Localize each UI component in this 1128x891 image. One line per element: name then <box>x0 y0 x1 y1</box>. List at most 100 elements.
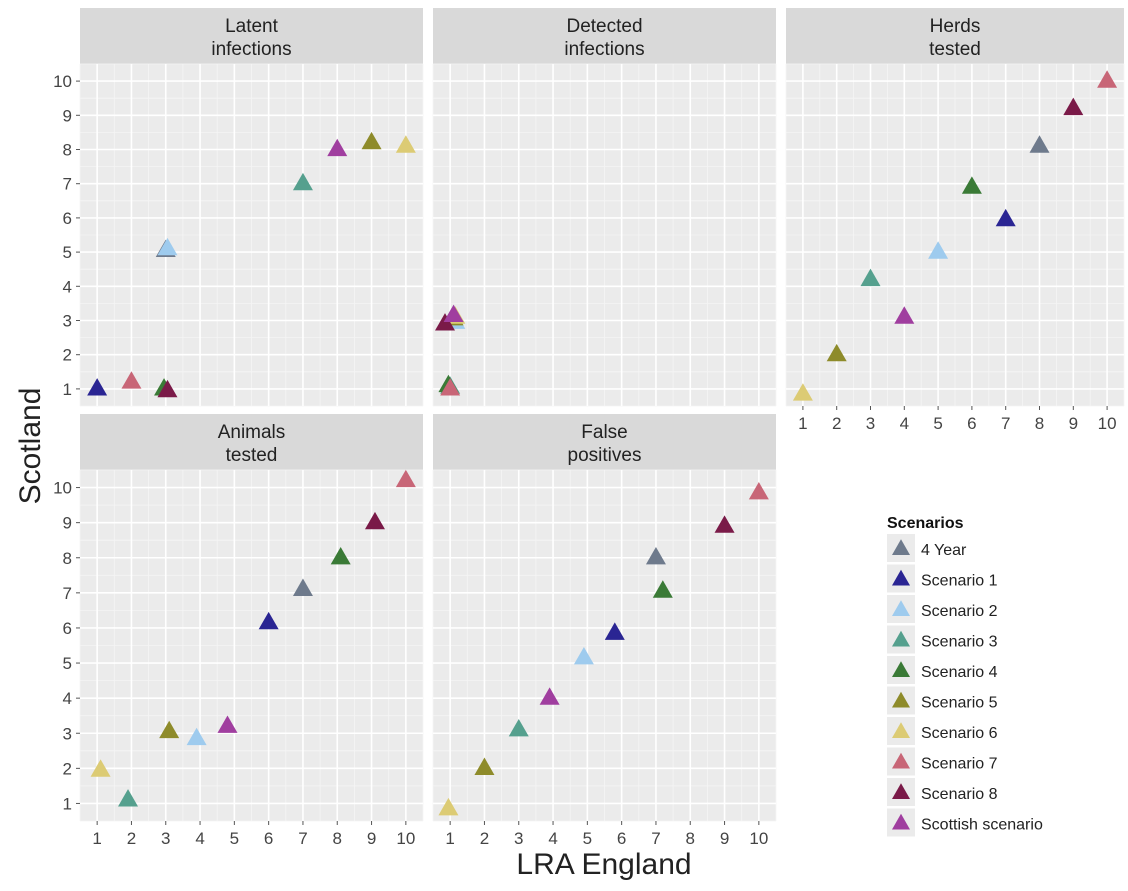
legend-marker-icon <box>892 752 910 769</box>
data-point-scenario-8 <box>1063 97 1084 116</box>
y-tick-label: 8 <box>63 549 72 568</box>
x-tick-label: 2 <box>127 829 136 848</box>
panel-3: Herds tested 1 2 3 4 5 6 7 8 9 10 <box>785 8 1125 433</box>
x-tick-label: 5 <box>933 414 942 433</box>
legend-marker-icon <box>892 691 910 708</box>
y-tick-label: 9 <box>63 106 72 125</box>
data-point-scottish-scenario <box>894 306 915 324</box>
x-tick-label: 3 <box>161 829 170 848</box>
data-point-4-year <box>645 546 666 565</box>
x-tick-label: 1 <box>445 829 454 848</box>
legend-marker-icon <box>892 661 910 677</box>
y-tick-label: 3 <box>63 312 72 331</box>
panels-layer: Latent infections 1 2 3 4 5 6 7 8 9 10 Detected infec… <box>53 8 1125 848</box>
data-point-scenario-3 <box>508 718 529 737</box>
data-point-scottish-scenario <box>539 687 560 705</box>
data-point-scenario-4 <box>330 546 351 565</box>
data-point-scenario-1 <box>87 378 108 396</box>
legend-item: Scenario 1 <box>887 564 998 593</box>
data-point-scenario-8 <box>714 515 735 533</box>
data-point-scenario-3 <box>860 268 881 287</box>
x-tick-label: 6 <box>617 829 626 848</box>
data-point-scenario-4 <box>961 176 982 194</box>
legend-item: Scenario 2 <box>887 595 998 623</box>
x-tick-label: 9 <box>720 829 729 848</box>
facet-title: Animals tested <box>218 422 286 466</box>
facet-strip <box>786 8 1124 64</box>
panel-5: False positives 1 2 3 4 5 6 7 8 9 10 <box>432 414 777 848</box>
x-tick-label: 2 <box>832 414 841 433</box>
legend-marker-icon <box>892 539 910 555</box>
y-tick-label: 5 <box>63 243 72 262</box>
legend-label: Scottish scenario <box>921 817 1043 834</box>
x-tick-label: 9 <box>1069 414 1078 433</box>
data-point-scenario-6 <box>438 797 459 816</box>
facet-strip <box>433 8 776 64</box>
x-tick-label: 10 <box>396 829 415 848</box>
data-point-scenario-6 <box>792 383 813 401</box>
legend-marker-icon <box>892 783 910 799</box>
data-point-scenario-2 <box>186 727 207 746</box>
y-tick-label: 5 <box>63 654 72 673</box>
legend-item: Scenario 6 <box>887 717 998 745</box>
y-tick-label: 8 <box>63 141 72 160</box>
legend-item: 4 Year <box>887 534 967 562</box>
legend-item: Scenario 3 <box>887 625 998 654</box>
data-point-scenario-1 <box>258 611 279 630</box>
panel-4: Animals tested 1 2 3 4 5 6 7 8 9 10 1 2 3 4 5 6 7 8 9 10 <box>53 414 424 848</box>
data-point-scenario-1 <box>604 622 625 640</box>
legend-label: Scenario 4 <box>921 664 998 681</box>
y-tick-label: 10 <box>53 479 72 498</box>
data-point-scenario-3 <box>118 789 139 807</box>
x-tick-label: 2 <box>480 829 489 848</box>
data-point-scenario-7 <box>748 482 769 500</box>
legend-title: Scenarios <box>887 515 964 532</box>
y-tick-label: 10 <box>53 72 72 91</box>
x-tick-label: 1 <box>798 414 807 433</box>
x-axis-label: LRA England <box>516 848 691 881</box>
y-tick-label: 4 <box>63 689 72 708</box>
y-tick-label: 7 <box>63 175 72 194</box>
x-tick-label: 6 <box>264 829 273 848</box>
data-point-scenario-1 <box>995 208 1016 227</box>
y-tick-label: 3 <box>63 724 72 743</box>
x-tick-label: 4 <box>900 414 909 433</box>
legend-label: Scenario 8 <box>921 786 998 803</box>
data-point-scenario-5 <box>826 343 847 362</box>
data-point-scenario-6 <box>90 759 111 777</box>
x-tick-label: 1 <box>92 829 101 848</box>
legend-item: Scenario 4 <box>887 656 998 684</box>
data-point-scenario-3 <box>292 172 313 191</box>
x-tick-label: 9 <box>367 829 376 848</box>
facet-title: Herds tested <box>929 16 981 60</box>
facet-strip <box>80 414 423 470</box>
y-tick-label: 6 <box>63 619 72 638</box>
facet-title: Detected infections <box>564 16 644 60</box>
data-point-scenario-5 <box>159 720 180 739</box>
y-tick-label: 9 <box>63 514 72 533</box>
facet-title: False positives <box>568 422 642 466</box>
x-tick-label: 8 <box>333 829 342 848</box>
x-tick-label: 8 <box>686 829 695 848</box>
y-tick-label: 1 <box>63 794 72 813</box>
data-point-scenario-2 <box>928 241 949 259</box>
data-point-scenario-7 <box>440 378 461 396</box>
legend-item: Scenario 5 <box>887 686 998 715</box>
data-point-4-year <box>1029 135 1050 153</box>
legend-item: Scenario 7 <box>887 747 998 776</box>
x-tick-label: 10 <box>749 829 768 848</box>
x-tick-label: 4 <box>195 829 204 848</box>
facet-strip <box>433 414 776 470</box>
legend-label: 4 Year <box>921 542 967 559</box>
data-point-scenario-8 <box>157 379 178 398</box>
panel-1: Latent infections 1 2 3 4 5 6 7 8 9 10 <box>53 8 424 407</box>
legend-label: Scenario 6 <box>921 725 998 742</box>
facet-strip <box>80 8 423 64</box>
x-tick-label: 7 <box>298 829 307 848</box>
x-tick-label: 8 <box>1035 414 1044 433</box>
panel-2: Detected infections <box>432 8 777 407</box>
data-point-scottish-scenario <box>217 715 238 733</box>
x-tick-label: 4 <box>548 829 557 848</box>
data-point-scenario-7 <box>1097 70 1118 88</box>
